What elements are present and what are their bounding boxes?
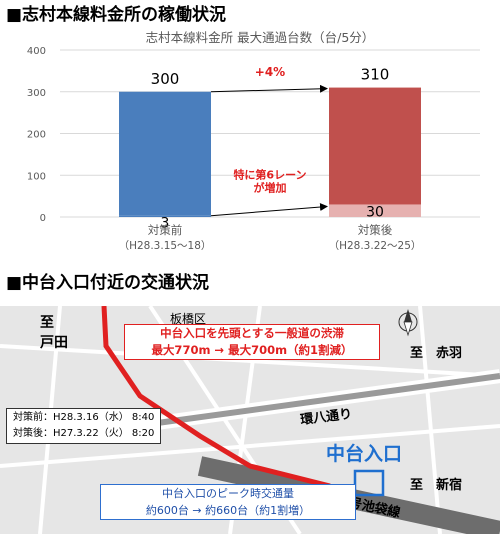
lane-increase-annotation-2: が増加 (254, 180, 287, 194)
compass-icon (398, 309, 418, 337)
y-tick-label-0: 0 (40, 213, 46, 224)
increase-arrow (210, 84, 328, 93)
lane-increase-arrow (210, 203, 328, 217)
itabashi-label: 板橋区 (170, 312, 207, 326)
increase-annotation: +4% (255, 65, 285, 79)
survey-date-before: 対策前：H28.3.16（水） 8:40 (13, 412, 155, 423)
congestion-line-1: 中台入口を先頭とする一般道の渋滞 (160, 326, 344, 340)
chart-title: 志村本線料金所 最大通過台数（台/5分） (146, 30, 375, 45)
y-tick-label-100: 100 (27, 171, 46, 182)
y-axis-ticks: 0 100 200 300 400 (27, 46, 46, 224)
peak-traffic-line-2: 約600台 → 約660台（約1割増） (145, 504, 311, 517)
bar-total-label-0: 300 (151, 70, 180, 88)
survey-date-after: 対策後：H27.3.22（火） 8:20 (13, 428, 155, 439)
lane-increase-annotation-1: 特に第6レーン (233, 167, 306, 181)
congestion-line (101, 306, 331, 489)
bar-main-1 (329, 87, 421, 205)
nakadai-entrance-marker (353, 469, 385, 497)
section-title-tollgate: ■志村本線料金所の稼働状況 (6, 5, 227, 25)
y-tick-label-200: 200 (27, 130, 46, 141)
bar-sub-0 (119, 215, 211, 217)
congestion-line-2: 最大770m → 最大700m（約1割減） (151, 343, 353, 357)
y-tick-label-300: 300 (27, 88, 46, 99)
x-category-label-1: 対策後 (358, 223, 393, 237)
chart-bars (119, 87, 421, 217)
traffic-map: N 板橋区 至 戸田 至 赤羽 至 新宿 環八通り 5号池袋線 中台入口 中台入… (0, 306, 500, 534)
bar-total-label-1: 310 (361, 66, 390, 84)
chart-labels: 300 3 310 30 (151, 66, 390, 232)
x-category-date-0: （H28.3.15〜18） (119, 240, 212, 252)
x-axis-categories: 対策前 （H28.3.15〜18） 対策後 （H28.3.22〜25） (119, 223, 422, 252)
bar-sub-1 (329, 204, 421, 217)
congestion-callout: 中台入口を先頭とする一般道の渋滞 最大770m → 最大700m（約1割減） (124, 324, 380, 360)
survey-dates-box: 対策前：H28.3.16（水） 8:40 対策後：H27.3.22（火） 8:2… (6, 408, 162, 444)
nakadai-entrance-label: 中台入口 (326, 443, 403, 465)
y-tick-label-400: 400 (27, 46, 46, 57)
bar-sub-label-0: 3 (161, 216, 170, 232)
bar-main-0 (119, 91, 211, 216)
x-category-label-0: 対策前 (148, 223, 183, 237)
to-akabane-label: 至 赤羽 (410, 346, 463, 361)
peak-traffic-line-1: 中台入口のピーク時交通量 (162, 487, 294, 500)
bar-sub-label-1: 30 (366, 204, 384, 220)
to-toda-prefix: 至 (40, 315, 54, 331)
peak-traffic-callout: 中台入口のピーク時交通量 約600台 → 約660台（約1割増） (100, 484, 356, 520)
section-title-traffic: ■中台入口付近の交通状況 (6, 273, 210, 293)
x-category-date-1: （H28.3.22〜25） (329, 240, 422, 252)
to-shinjuku-label: 至 新宿 (410, 478, 463, 493)
to-toda-label: 戸田 (40, 335, 68, 351)
